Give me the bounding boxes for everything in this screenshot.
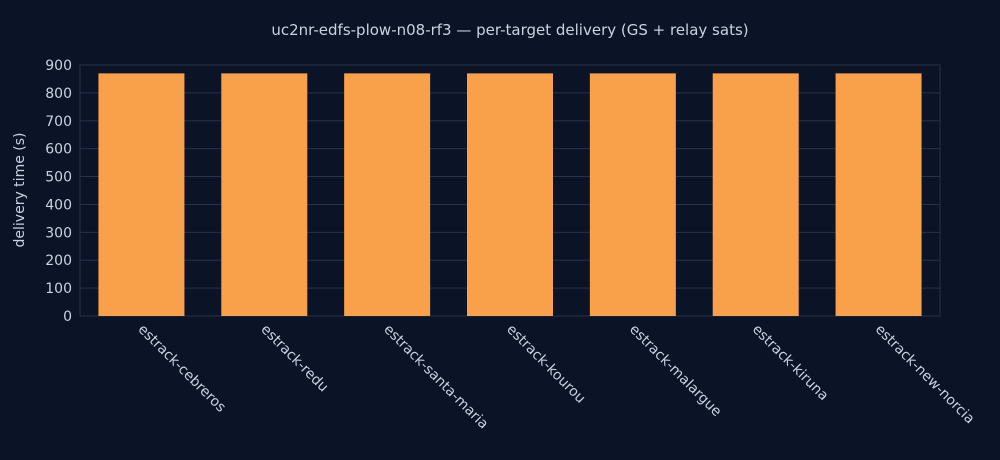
y-tick-label: 900 (45, 58, 72, 74)
y-tick-label: 500 (45, 170, 72, 186)
chart-title: uc2nr-edfs-plow-n08-rf3 — per-target del… (271, 21, 748, 39)
bar (344, 73, 431, 316)
y-tick-label: 100 (45, 281, 72, 297)
y-tick-label: 800 (45, 86, 72, 102)
bar (98, 73, 185, 316)
bar (589, 73, 676, 316)
y-tick-label: 400 (45, 197, 72, 213)
bar (712, 73, 799, 316)
y-tick-label: 0 (63, 309, 72, 325)
y-tick-label: 300 (45, 225, 72, 241)
y-axis-label: delivery time (s) (12, 133, 28, 248)
y-tick-label: 600 (45, 142, 72, 158)
bar (467, 73, 553, 316)
y-tick-label: 700 (45, 114, 72, 130)
y-tick-label: 200 (45, 253, 72, 269)
bar (835, 73, 922, 316)
bar (221, 73, 308, 316)
